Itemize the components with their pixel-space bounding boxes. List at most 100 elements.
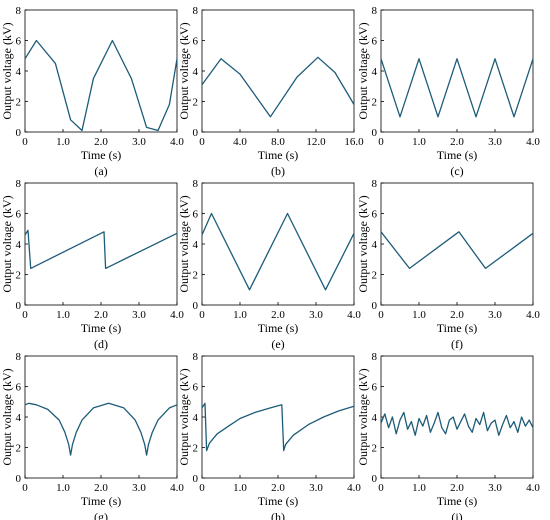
output-voltage-trace	[24, 402, 178, 456]
x-tick-label: 0	[22, 309, 28, 321]
y-tick-label: 8	[372, 5, 378, 17]
x-tick-label: 0	[378, 482, 384, 494]
y-tick-label: 8	[16, 178, 22, 190]
x-tick-label: 1.0	[412, 136, 426, 148]
y-tick-label: 2	[193, 270, 199, 282]
y-tick-label: 2	[372, 97, 378, 109]
x-tick-label: 4.0	[347, 309, 361, 321]
panel-caption: (i)	[451, 510, 462, 520]
y-tick-label: 2	[193, 443, 199, 455]
x-tick-label: 4.0	[170, 309, 184, 321]
x-axis-label: Time (s)	[81, 321, 122, 335]
x-axis-label: Time (s)	[258, 321, 299, 335]
x-tick-label: 0	[378, 136, 384, 148]
x-tick-label: 4.0	[526, 309, 540, 321]
plot-frame	[380, 355, 534, 479]
panel-caption: (e)	[271, 337, 284, 351]
y-tick-label: 2	[16, 270, 22, 282]
x-tick-label: 3.0	[309, 482, 323, 494]
plot-frame	[201, 355, 355, 479]
y-axis-label: Output voltage (kV)	[0, 195, 14, 292]
y-tick-label: 2	[193, 97, 199, 109]
x-tick-label: 0	[22, 482, 28, 494]
x-tick-label: 0	[199, 482, 205, 494]
x-axis-label: Time (s)	[81, 494, 122, 508]
y-tick-label: 2	[372, 443, 378, 455]
x-axis-label: Time (s)	[437, 494, 478, 508]
y-tick-label: 6	[193, 382, 199, 394]
y-tick-label: 8	[16, 351, 22, 363]
panel-b: 0 2 4 6 8 0 4.0 8.0 12.0 16.0 Time (s) Output volta…	[177, 5, 364, 178]
panel-c: 0 2 4 6 8 0 1.0 2.0 3.0 4.0 Time (s) Output voltage…	[356, 5, 540, 178]
x-tick-label: 3.0	[132, 309, 146, 321]
x-tick-label: 1.0	[233, 309, 247, 321]
x-tick-label: 0	[199, 136, 205, 148]
x-tick-label: 2.0	[450, 482, 464, 494]
output-voltage-trace	[201, 212, 355, 291]
panel-a: 0 2 4 6 8 0 1.0 2.0 3.0 4.0 Time (s) Output voltage…	[0, 5, 184, 178]
x-tick-label: 3.0	[132, 482, 146, 494]
y-axis-label: Output voltage (kV)	[356, 195, 370, 292]
x-axis-label: Time (s)	[258, 148, 299, 162]
x-tick-label: 1.0	[412, 482, 426, 494]
x-tick-label: 4.0	[526, 136, 540, 148]
output-voltage-trace	[201, 402, 355, 452]
x-tick-label: 3.0	[309, 309, 323, 321]
panel-caption: (g)	[94, 510, 108, 520]
y-tick-label: 4	[193, 239, 199, 251]
x-tick-label: 12.0	[306, 136, 326, 148]
y-tick-label: 0	[372, 300, 378, 312]
y-axis-label: Output voltage (kV)	[0, 22, 14, 119]
y-axis-label: Output voltage (kV)	[177, 368, 191, 465]
plot-frame	[24, 355, 178, 479]
panel-caption: (b)	[271, 164, 285, 178]
x-axis-label: Time (s)	[437, 321, 478, 335]
y-tick-label: 4	[16, 412, 22, 424]
y-tick-label: 6	[16, 382, 22, 394]
y-tick-label: 8	[372, 178, 378, 190]
x-tick-label: 4.0	[347, 482, 361, 494]
x-tick-label: 4.0	[170, 136, 184, 148]
panel-caption: (a)	[94, 164, 107, 178]
x-tick-label: 0	[378, 309, 384, 321]
output-voltage-trace	[24, 229, 178, 270]
y-axis-label: Output voltage (kV)	[177, 195, 191, 292]
y-axis-label: Output voltage (kV)	[356, 368, 370, 465]
x-axis-label: Time (s)	[258, 494, 299, 508]
y-tick-label: 0	[372, 473, 378, 485]
output-voltage-trace	[380, 231, 534, 270]
x-axis-label: Time (s)	[81, 148, 122, 162]
y-tick-label: 8	[193, 178, 199, 190]
y-tick-label: 6	[372, 36, 378, 48]
panel-h: 0 2 4 6 8 0 1.0 2.0 3.0 4.0 Time (s) Output voltage…	[177, 351, 361, 520]
panel-caption: (h)	[271, 510, 285, 520]
output-voltage-trace	[380, 411, 534, 436]
x-tick-label: 0	[22, 136, 28, 148]
y-tick-label: 0	[193, 127, 199, 139]
y-tick-label: 2	[372, 270, 378, 282]
x-tick-label: 2.0	[94, 136, 108, 148]
x-tick-label: 1.0	[233, 482, 247, 494]
y-tick-label: 0	[193, 473, 199, 485]
x-tick-label: 1.0	[56, 482, 70, 494]
panel-g: 0 2 4 6 8 0 1.0 2.0 3.0 4.0 Time (s) Output voltage…	[0, 351, 184, 520]
x-tick-label: 3.0	[488, 309, 502, 321]
panel-d: 0 2 4 6 8 0 1.0 2.0 3.0 4.0 Time (s) Output voltage…	[0, 178, 184, 351]
y-tick-label: 4	[372, 66, 378, 78]
output-voltage-trace	[201, 56, 355, 118]
panel-caption: (d)	[94, 337, 108, 351]
y-tick-label: 8	[193, 5, 199, 17]
x-tick-label: 4.0	[170, 482, 184, 494]
y-tick-label: 4	[372, 239, 378, 251]
y-axis-label: Output voltage (kV)	[356, 22, 370, 119]
panel-caption: (c)	[450, 164, 463, 178]
plot-frame	[24, 9, 178, 133]
x-tick-label: 2.0	[271, 309, 285, 321]
x-tick-label: 0	[199, 309, 205, 321]
y-tick-label: 0	[193, 300, 199, 312]
output-voltage-trace	[24, 39, 178, 132]
y-tick-label: 4	[16, 239, 22, 251]
x-tick-label: 2.0	[450, 309, 464, 321]
x-tick-label: 1.0	[412, 309, 426, 321]
